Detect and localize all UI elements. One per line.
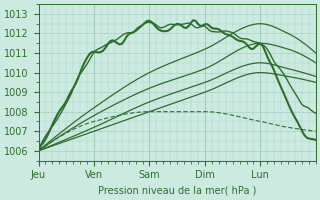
X-axis label: Pression niveau de la mer( hPa ): Pression niveau de la mer( hPa )	[98, 186, 256, 196]
